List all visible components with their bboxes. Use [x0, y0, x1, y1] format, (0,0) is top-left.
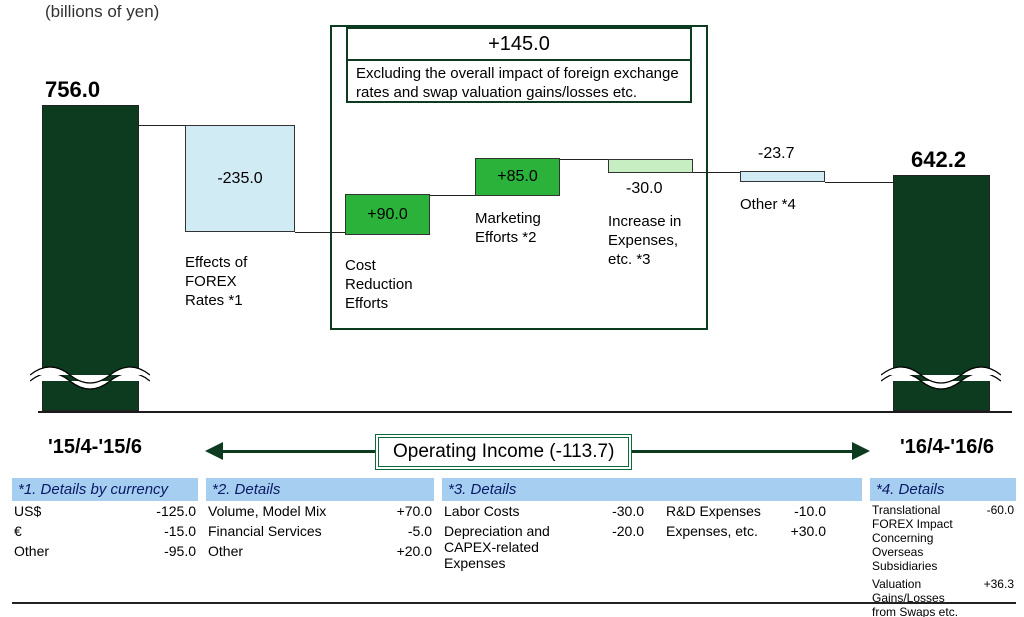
step-forex: -235.0 — [185, 125, 295, 232]
waterfall-chart: 756.0 642.2 +145.0 Excluding the overall… — [0, 0, 1024, 420]
start-bar-label: 756.0 — [45, 77, 100, 103]
row-value: +20.0 — [386, 543, 432, 559]
highlight-subtitle: Excluding the overall impact of foreign … — [346, 59, 692, 103]
row-label: US$ — [14, 503, 146, 519]
details-header: *4. Details — [870, 478, 1016, 501]
arrow-right-icon — [852, 442, 870, 460]
connector-line — [693, 172, 740, 173]
period-right: '16/4-'16/6 — [900, 436, 994, 459]
step-expenses — [608, 159, 693, 173]
row-value: -30.0 — [598, 503, 644, 519]
start-bar — [42, 105, 139, 411]
row-value: +36.3 — [968, 577, 1014, 591]
row-value: -125.0 — [150, 503, 196, 519]
table-row: Financial Services-5.0 — [206, 521, 434, 541]
step-value: -23.7 — [758, 145, 794, 163]
connector-line — [295, 232, 345, 233]
step-caption: Increase inExpenses,etc. *3 — [608, 213, 723, 269]
table-row: Other-95.0 — [12, 541, 198, 561]
table-row: Valuation Gains/Losses from Swaps etc. +3… — [870, 575, 1016, 617]
row-label: Valuation Gains/Losses from Swaps etc. — [872, 577, 964, 617]
details-bottom-rule — [12, 602, 1016, 604]
table-row: Volume, Model Mix+70.0 — [206, 501, 434, 521]
connector-line — [430, 195, 475, 196]
row-value: -15.0 — [150, 523, 196, 539]
end-bar — [893, 175, 990, 411]
row-label: Volume, Model Mix — [208, 503, 382, 519]
row-label: Other — [14, 543, 146, 559]
page-root: (billions of yen) 756.0 642.2 +145.0 Exc… — [0, 0, 1024, 617]
step-other — [740, 171, 825, 182]
row-label: Depreciation and CAPEX-related Expenses — [444, 523, 594, 571]
connector-line — [139, 125, 185, 126]
row-label: Financial Services — [208, 523, 382, 539]
operating-income-row: '15/4-'15/6 '16/4-'16/6 Operating Income… — [0, 430, 1024, 472]
details-col-3: *3. Details Labor Costs-30.0 R&D Expenses… — [442, 478, 862, 573]
row-value: -20.0 — [598, 523, 644, 539]
row-label: Translational FOREX Impact Concerning Ov… — [872, 503, 964, 573]
details-col-2: *2. Details Volume, Model Mix+70.0Financ… — [206, 478, 434, 561]
details-col-1: *1. Details by currency US$-125.0€-15.0O… — [12, 478, 198, 561]
row-label: Labor Costs — [444, 503, 594, 519]
details-header: *1. Details by currency — [12, 478, 198, 501]
details-col-4: *4. Details Translational FOREX Impact C… — [870, 478, 1016, 617]
step-value: -30.0 — [626, 180, 662, 198]
table-row: Depreciation and CAPEX-related Expenses-… — [442, 521, 862, 573]
chart-baseline — [38, 411, 1012, 413]
connector-line — [560, 159, 608, 160]
step-caption: MarketingEfforts *2 — [475, 210, 590, 248]
table-row: Other+20.0 — [206, 541, 434, 561]
row-label: € — [14, 523, 146, 539]
row-value: -95.0 — [150, 543, 196, 559]
table-row: Translational FOREX Impact Concerning Ov… — [870, 501, 1016, 575]
step-caption: Effects ofFOREXRates *1 — [185, 254, 325, 310]
end-bar-label: 642.2 — [911, 147, 966, 173]
details-header: *2. Details — [206, 478, 434, 501]
step-cost: +90.0 — [345, 194, 430, 235]
row-label: Other — [208, 543, 382, 559]
table-row: Labor Costs-30.0 R&D Expenses-10.0 — [442, 501, 862, 521]
operating-income-box: Operating Income (-113.7) — [375, 434, 632, 470]
row-value: -60.0 — [968, 503, 1014, 517]
step-value: -235.0 — [217, 170, 262, 188]
row-label: Expenses, etc. — [666, 523, 776, 539]
connector-line — [825, 182, 893, 183]
highlight-title: +145.0 — [346, 27, 692, 61]
step-value: +90.0 — [367, 206, 407, 224]
row-value: -5.0 — [386, 523, 432, 539]
period-left: '15/4-'15/6 — [48, 436, 142, 459]
row-value: -10.0 — [780, 503, 826, 519]
row-value: +70.0 — [386, 503, 432, 519]
step-marketing: +85.0 — [475, 158, 560, 196]
step-value: +85.0 — [497, 168, 537, 186]
row-label: R&D Expenses — [666, 503, 776, 519]
table-row: US$-125.0 — [12, 501, 198, 521]
row-value: +30.0 — [780, 523, 826, 539]
step-caption: Other *4 — [740, 196, 855, 215]
table-row: €-15.0 — [12, 521, 198, 541]
step-caption: CostReductionEfforts — [345, 257, 460, 313]
details-header: *3. Details — [442, 478, 862, 501]
